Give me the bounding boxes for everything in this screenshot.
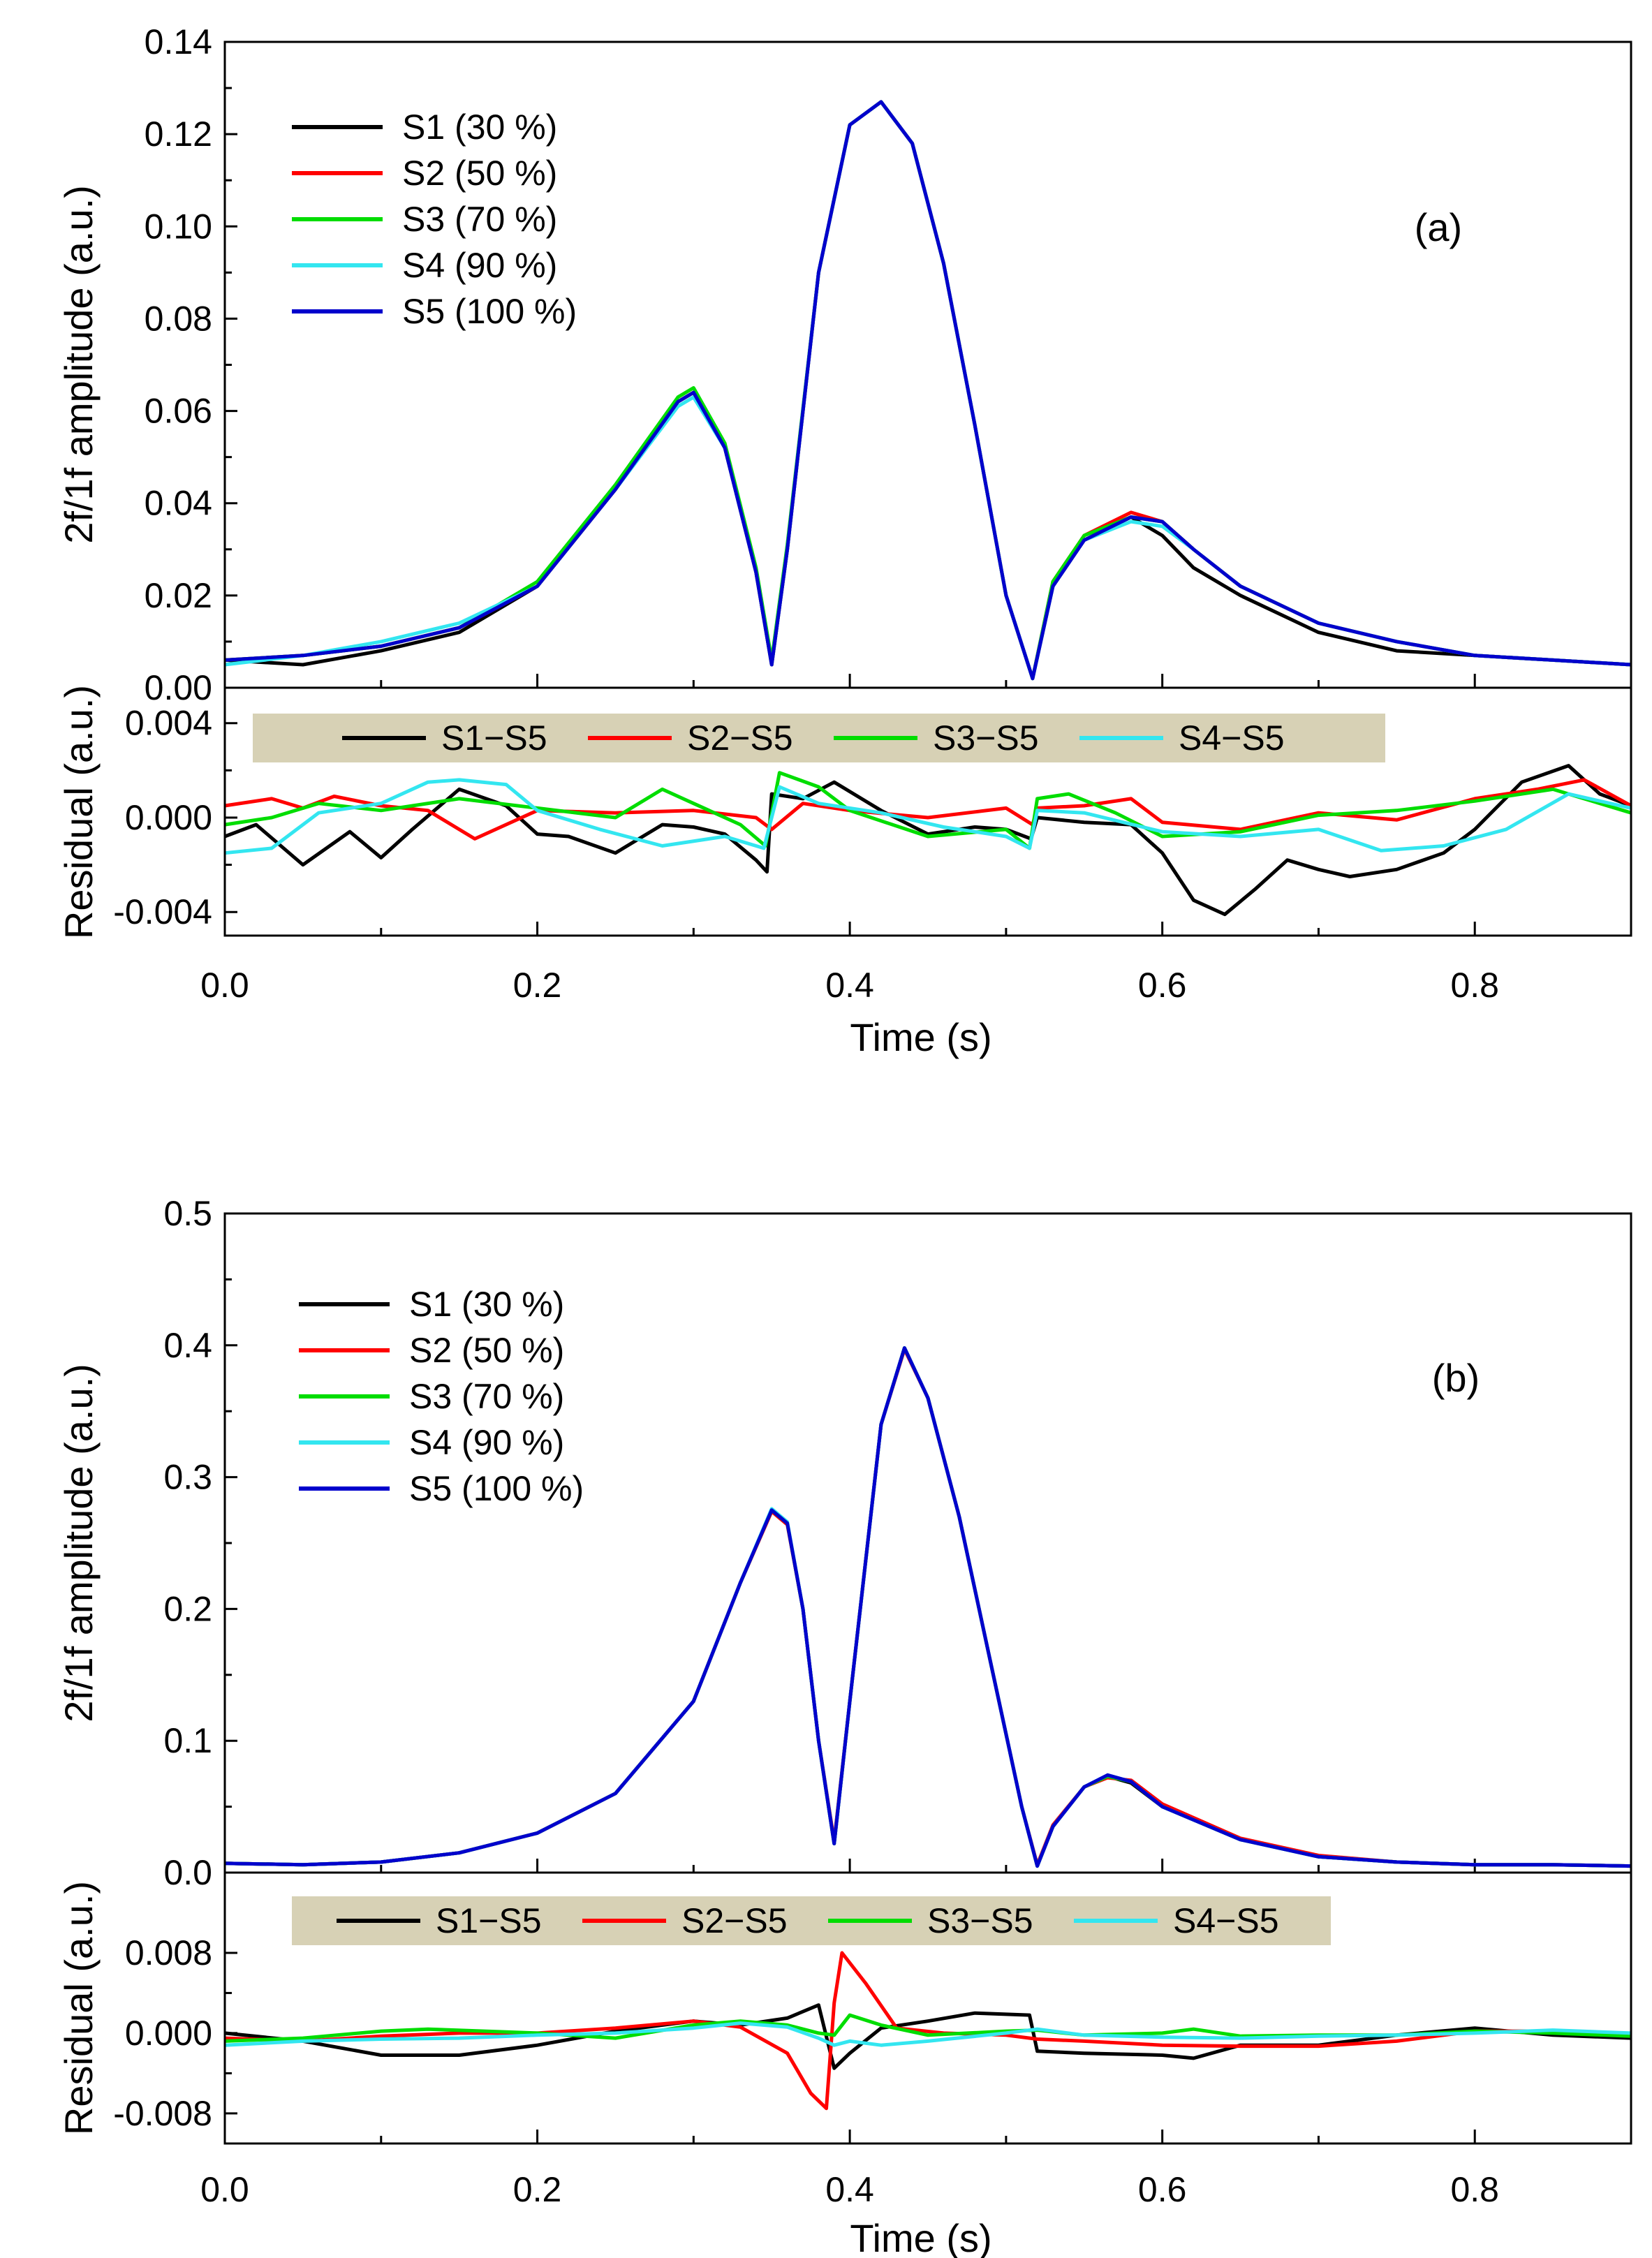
top-series-5-line <box>224 100 1632 681</box>
legend-label: S4 (90 %) <box>409 1423 564 1462</box>
top-legend: S1 (30 %) S2 (50 %) S3 (70 %) S4 (90 %) S5 (… <box>292 108 577 331</box>
residual-legend: S1−S5 S2−S5 S3−S5 S4−S5 <box>292 1896 1331 1945</box>
legend-label: S4 (90 %) <box>402 246 557 285</box>
y-tick-label: 0.5 <box>163 1194 212 1233</box>
legend-label: S3−S5 <box>933 718 1039 758</box>
top-y-axis-label: 2f/1f amplitude (a.u.) <box>57 185 101 544</box>
y-tick-label: 0.2 <box>163 1589 212 1628</box>
bottom-axes-frame <box>223 686 1632 937</box>
legend-label: S2 (50 %) <box>409 1331 564 1370</box>
y-tick-label: 0.12 <box>145 115 212 154</box>
x-tick-label: 0.0 <box>200 2170 249 2209</box>
legend-label: S3 (70 %) <box>409 1377 564 1416</box>
bottom-series-4-line <box>224 778 1632 855</box>
top-plot-area: 0.00 0.02 0.04 0.06 0.08 0.10 0.12 0.14 2f/1f am… <box>57 22 1632 707</box>
residual-legend: S1−S5 S2−S5 S3−S5 S4−S5 <box>253 714 1385 762</box>
x-axis-label: Time (s) <box>850 2216 991 2258</box>
y-tick-label: 0.1 <box>163 1721 212 1760</box>
top-series-5-line <box>224 1346 1632 1868</box>
top-plot-area: 0.0 0.1 0.2 0.3 0.4 0.5 2f/1f amplitude (a.u.)… <box>57 1194 1632 1892</box>
y-tick-label: 0.000 <box>125 2014 212 2053</box>
legend-label: S1−S5 <box>441 718 547 758</box>
y-tick-label: 0.000 <box>125 798 212 837</box>
legend-label: S5 (100 %) <box>402 292 577 331</box>
legend-label: S3 (70 %) <box>402 200 557 239</box>
x-tick-label: 0.4 <box>825 2170 874 2209</box>
y-tick-label: 0.00 <box>145 668 212 707</box>
legend-label: S2−S5 <box>687 718 793 758</box>
bottom-series-3-line <box>224 771 1632 850</box>
bottom-y-axis-label: Residual (a.u.) <box>57 685 101 939</box>
panel-label: (a) <box>1415 205 1462 249</box>
x-tick-label: 0.6 <box>1138 2170 1187 2209</box>
legend-label: S4−S5 <box>1173 1901 1279 1940</box>
legend-label: S1 (30 %) <box>402 108 557 147</box>
legend-label: S1 (30 %) <box>409 1285 564 1324</box>
y-tick-label: 0.08 <box>145 299 212 338</box>
legend-label: S1−S5 <box>436 1901 542 1940</box>
legend-label: S2−S5 <box>681 1901 788 1940</box>
x-tick-label: 0.2 <box>513 966 562 1005</box>
y-tick-label: 0.14 <box>145 22 212 61</box>
bottom-axes-frame <box>223 1871 1632 2145</box>
panel-label: (b) <box>1432 1356 1480 1400</box>
x-tick-label: 0.2 <box>513 2170 562 2209</box>
legend-label: S5 (100 %) <box>409 1469 584 1508</box>
y-tick-label: -0.004 <box>113 892 212 931</box>
y-tick-label: 0.3 <box>163 1458 212 1497</box>
y-tick-label: 0.10 <box>145 207 212 246</box>
legend-label: S2 (50 %) <box>402 154 557 193</box>
x-tick-label: 0.0 <box>200 966 249 1005</box>
x-tick-label: 0.8 <box>1450 2170 1499 2209</box>
x-tick-label: 0.4 <box>825 966 874 1005</box>
panel-a: 0.00 0.02 0.04 0.06 0.08 0.10 0.12 0.14 2f/1f am… <box>57 22 1632 1059</box>
y-tick-label: 0.06 <box>145 392 212 431</box>
x-tick-label: 0.6 <box>1138 966 1187 1005</box>
y-tick-label: 0.02 <box>145 576 212 615</box>
bottom-series-4-line <box>224 2021 1632 2047</box>
y-tick-label: 0.0 <box>163 1853 212 1892</box>
y-tick-label: 0.04 <box>145 484 212 523</box>
y-tick-label: 0.004 <box>125 704 212 743</box>
x-axis-label: Time (s) <box>850 1015 991 1059</box>
y-tick-label: 0.4 <box>163 1326 212 1365</box>
legend-box <box>253 714 1385 762</box>
top-y-axis-label: 2f/1f amplitude (a.u.) <box>57 1364 101 1722</box>
bottom-series-1-line <box>224 764 1632 917</box>
legend-label: S4−S5 <box>1179 718 1285 758</box>
top-legend: S1 (30 %) S2 (50 %) S3 (70 %) S4 (90 %) S5 (… <box>299 1285 584 1508</box>
y-tick-label: -0.008 <box>113 2094 212 2133</box>
y-tick-label: 0.008 <box>125 1933 212 1972</box>
bottom-plot-area: -0.004 0.000 0.004 Residual (a.u.) S1−S5 S2−S… <box>57 685 1632 939</box>
panel-b: 0.0 0.1 0.2 0.3 0.4 0.5 2f/1f amplitude (a.u.)… <box>57 1194 1632 2258</box>
legend-label: S3−S5 <box>927 1901 1033 1940</box>
bottom-plot-area: -0.008 0.000 0.008 Residual (a.u.) S1−S5 S2−S… <box>57 1871 1632 2145</box>
x-tick-label: 0.8 <box>1450 966 1499 1005</box>
bottom-y-axis-label: Residual (a.u.) <box>57 1881 101 2135</box>
